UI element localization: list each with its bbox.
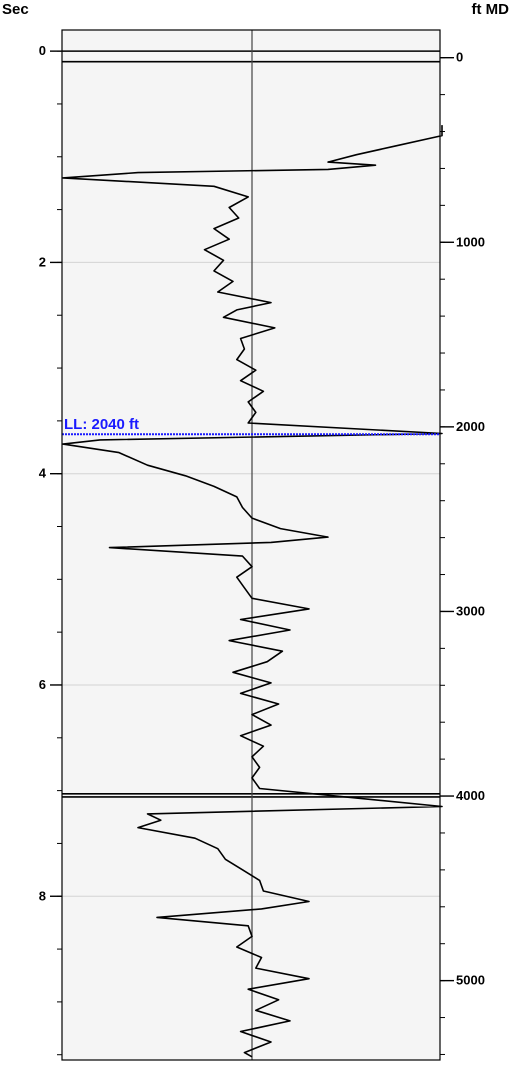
right-axis-title: ft MD	[472, 1, 510, 18]
left-axis: 0 2 4 6 8	[39, 43, 62, 1056]
right-axis: 0 1000 2000 3000 4000 5000	[440, 50, 485, 1055]
left-tick-label: 8	[39, 888, 46, 903]
right-tick-label: 1000	[456, 234, 485, 249]
left-axis-title: Sec	[2, 1, 29, 18]
marker-label: LL: 2040 ft	[64, 416, 139, 433]
right-tick-label: 3000	[456, 603, 485, 618]
left-tick-label: 6	[39, 677, 46, 692]
right-tick-label: 2000	[456, 419, 485, 434]
plot-frame	[61, 29, 441, 1061]
left-tick-label: 2	[39, 254, 46, 269]
trace-line	[62, 125, 443, 1058]
separator-layer	[62, 50, 440, 798]
right-tick-label: 5000	[456, 973, 485, 988]
left-tick-label: 4	[39, 466, 47, 481]
right-tick-label: 4000	[456, 788, 485, 803]
plot-background	[62, 30, 440, 1060]
left-tick-label: 0	[39, 43, 46, 58]
right-tick-label: 0	[456, 50, 463, 65]
grid-layer	[62, 261, 440, 897]
